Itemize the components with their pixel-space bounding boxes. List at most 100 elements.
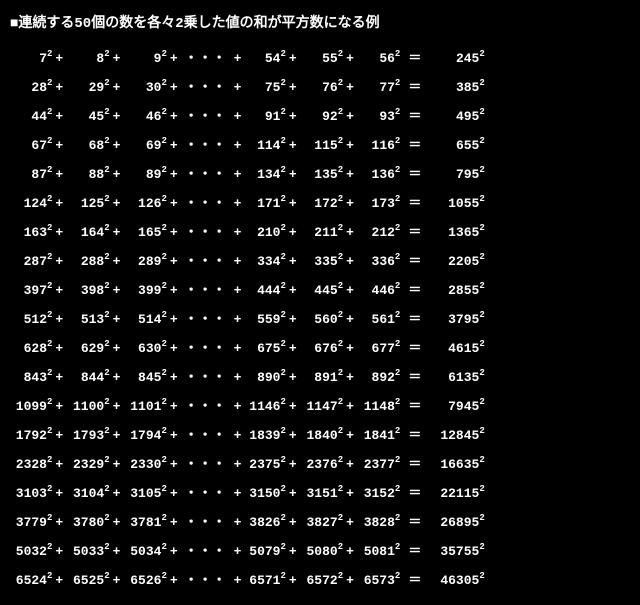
exponent: 2 (479, 136, 484, 146)
page-title: ■連続する50個の数を各々2乗した値の和が平方数になる例 (10, 12, 630, 32)
plus-op: + (231, 80, 245, 95)
plus-op: + (231, 51, 245, 66)
term-base: 6135 (429, 370, 479, 385)
plus-op: + (167, 573, 181, 588)
exponent: 2 (479, 252, 484, 262)
term-base: 3105 (125, 486, 161, 501)
term-base: 211 (302, 225, 338, 240)
plus-op: + (343, 573, 357, 588)
equals-op: ＝ (402, 51, 427, 66)
plus-op: + (110, 283, 124, 298)
exponent: 2 (395, 78, 400, 88)
exponent: 2 (161, 49, 166, 59)
plus-op: + (110, 370, 124, 385)
plus-op: + (343, 312, 357, 327)
plus-op: + (231, 486, 245, 501)
exponent: 2 (47, 223, 52, 233)
equation-row: 72+82+92+・・・+542+552+562＝2452 (10, 42, 486, 71)
plus-op: + (167, 167, 181, 182)
ellipsis: ・・・ (183, 544, 229, 559)
term-base: 843 (11, 370, 47, 385)
term-base: 444 (244, 283, 280, 298)
exponent: 2 (280, 484, 285, 494)
exponent: 2 (395, 107, 400, 117)
plus-op: + (110, 341, 124, 356)
term-base: 163 (11, 225, 47, 240)
term-base: 1841 (359, 428, 395, 443)
plus-op: + (167, 51, 181, 66)
exponent: 2 (395, 368, 400, 378)
term-base: 655 (429, 138, 479, 153)
exponent: 2 (280, 339, 285, 349)
exponent: 2 (104, 513, 109, 523)
ellipsis: ・・・ (183, 254, 229, 269)
exponent: 2 (479, 49, 484, 59)
term-base: 3828 (359, 515, 395, 530)
plus-op: + (110, 544, 124, 559)
term-base: 890 (244, 370, 280, 385)
exponent: 2 (161, 542, 166, 552)
plus-op: + (52, 573, 66, 588)
equals-op: ＝ (402, 312, 427, 327)
term-base: 26895 (429, 515, 479, 530)
exponent: 2 (161, 281, 166, 291)
ellipsis: ・・・ (183, 457, 229, 472)
exponent: 2 (338, 542, 343, 552)
exponent: 2 (280, 368, 285, 378)
exponent: 2 (395, 571, 400, 581)
term-base: 3826 (244, 515, 280, 530)
term-base: 92 (302, 109, 338, 124)
exponent: 2 (479, 571, 484, 581)
ellipsis: ・・・ (183, 196, 229, 211)
equation-row: 672+682+692+・・・+1142+1152+1162＝6552 (10, 129, 486, 158)
term-base: 513 (68, 312, 104, 327)
exponent: 2 (104, 165, 109, 175)
plus-op: + (52, 370, 66, 385)
term-base: 46 (125, 109, 161, 124)
exponent: 2 (280, 310, 285, 320)
exponent: 2 (479, 223, 484, 233)
equals-op: ＝ (402, 486, 427, 501)
term-base: 1365 (429, 225, 479, 240)
exponent: 2 (280, 107, 285, 117)
plus-op: + (231, 225, 245, 240)
exponent: 2 (104, 136, 109, 146)
exponent: 2 (161, 455, 166, 465)
term-base: 171 (244, 196, 280, 211)
plus-op: + (286, 573, 300, 588)
plus-op: + (52, 486, 66, 501)
plus-op: + (110, 138, 124, 153)
plus-op: + (343, 341, 357, 356)
plus-op: + (343, 486, 357, 501)
exponent: 2 (395, 455, 400, 465)
exponent: 2 (338, 484, 343, 494)
term-base: 245 (429, 51, 479, 66)
plus-op: + (167, 515, 181, 530)
term-base: 559 (244, 312, 280, 327)
exponent: 2 (47, 281, 52, 291)
exponent: 2 (104, 49, 109, 59)
equation-row: 23282+23292+23302+・・・+23752+23762+23772＝… (10, 448, 486, 477)
plus-op: + (52, 167, 66, 182)
plus-op: + (231, 196, 245, 211)
exponent: 2 (479, 281, 484, 291)
plus-op: + (52, 109, 66, 124)
equation-row: 1632+1642+1652+・・・+2102+2112+2122＝13652 (10, 216, 486, 245)
term-base: 2375 (244, 457, 280, 472)
exponent: 2 (161, 310, 166, 320)
equation-row: 65242+65252+65262+・・・+65712+65722+65732＝… (10, 564, 486, 593)
plus-op: + (343, 544, 357, 559)
plus-op: + (286, 515, 300, 530)
term-base: 628 (11, 341, 47, 356)
term-base: 55 (302, 51, 338, 66)
exponent: 2 (47, 484, 52, 494)
term-base: 56 (359, 51, 395, 66)
plus-op: + (110, 196, 124, 211)
exponent: 2 (338, 368, 343, 378)
term-base: 891 (302, 370, 338, 385)
equation-row: 10992+11002+11012+・・・+11462+11472+11482＝… (10, 390, 486, 419)
term-base: 2330 (125, 457, 161, 472)
term-base: 76 (302, 80, 338, 95)
equals-op: ＝ (402, 399, 427, 414)
exponent: 2 (395, 513, 400, 523)
